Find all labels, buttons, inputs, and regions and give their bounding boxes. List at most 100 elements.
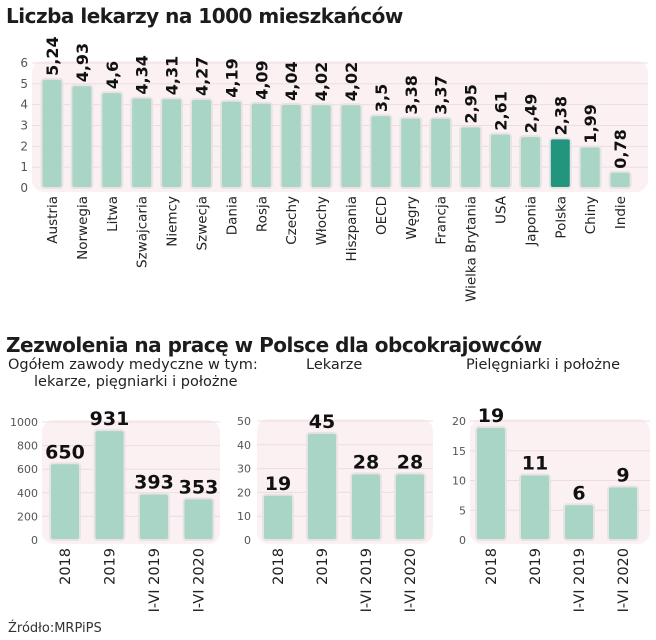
value-label: 28	[353, 451, 379, 473]
bar-i-vi-2019	[350, 472, 382, 541]
category-label: Polska	[553, 196, 569, 239]
value-label: 4,09	[252, 60, 271, 99]
y-tick-label: 0	[244, 534, 251, 547]
bar-2019	[93, 429, 126, 541]
value-label: 3,37	[432, 75, 451, 114]
bar-2019	[519, 473, 551, 541]
bar-norwegia	[70, 84, 94, 189]
category-label: 2019	[528, 548, 544, 585]
bar-2018	[49, 462, 81, 541]
value-label: 28	[397, 451, 423, 473]
value-label: 931	[90, 408, 130, 430]
y-tick-label: 50	[237, 415, 251, 428]
category-label: I-VI 2019	[359, 548, 375, 612]
bar-szwajcaria	[130, 96, 154, 189]
category-label: Wielka Brytania	[464, 196, 480, 302]
bar-austria	[40, 77, 64, 189]
y-tick-label: 6	[20, 56, 28, 70]
value-label: 2,61	[492, 91, 511, 130]
category-label: 2019	[103, 548, 119, 585]
y-tick-label: 1000	[10, 416, 38, 429]
value-label: 4,04	[282, 61, 301, 100]
panel1-subtitle-line1: Ogółem zawody medyczne w tym:	[8, 357, 258, 373]
value-label: 2,38	[551, 96, 570, 135]
category-label: Czechy	[284, 196, 300, 245]
bar-japonia	[518, 135, 542, 189]
y-tick-label: 0	[459, 534, 466, 547]
value-label: 45	[309, 411, 335, 433]
category-label: 2019	[315, 548, 331, 585]
bar-francja	[429, 116, 453, 189]
value-label: 3,38	[402, 75, 421, 114]
y-tick-label: 5	[20, 77, 28, 91]
category-label: Szwajcaria	[135, 196, 151, 268]
category-label: I-VI 2020	[403, 548, 419, 612]
plot-background	[42, 420, 220, 544]
value-label: 6	[572, 482, 585, 504]
bar-polska	[548, 137, 572, 190]
y-tick-label: 10	[452, 475, 466, 488]
bar-i-vi-2020	[182, 497, 215, 542]
source-note: Źródło:MRPiPS	[8, 621, 102, 636]
value-label: 9	[616, 464, 629, 486]
y-tick-label: 600	[17, 463, 38, 476]
chart-2: 0 200 400 600 800 1000 650 2018 931 2019 393 I-VI 2…	[10, 408, 220, 612]
category-label: Węgry	[404, 196, 420, 240]
value-label: 4,34	[133, 55, 152, 94]
plot-background	[257, 419, 433, 544]
bar-i-vi-2020	[394, 472, 426, 541]
y-tick-label: 15	[452, 445, 466, 458]
value-label: 4,02	[342, 62, 361, 101]
bar-włochy	[309, 103, 333, 189]
y-tick-label: 20	[452, 415, 466, 428]
category-label: 2018	[271, 548, 287, 585]
value-label: 1,99	[581, 104, 600, 143]
chart-1: 0 1 2 3 4 5 6 5,24 Austria 4,93 Norwegia 4,6 Litwa 4,…	[20, 36, 648, 302]
bar-dania	[219, 99, 243, 189]
value-label: 4,31	[163, 56, 182, 95]
value-label: 4,93	[73, 43, 92, 82]
value-label: 19	[478, 405, 504, 427]
bar-i-vi-2019	[138, 492, 170, 542]
category-label: Norwegia	[75, 196, 91, 260]
category-label: Niemcy	[165, 196, 181, 247]
category-label: OECD	[374, 196, 390, 235]
second-section-title: Zezwolenia na pracę w Polsce dla obcokra…	[6, 333, 542, 357]
bar-czechy	[279, 102, 303, 189]
y-tick-label: 1	[20, 160, 28, 174]
category-label: Francja	[434, 196, 450, 245]
category-label: Rosja	[254, 196, 270, 232]
category-label: I-VI 2020	[616, 548, 632, 612]
value-label: 11	[522, 453, 548, 475]
y-tick-label: 4	[20, 98, 28, 112]
value-label: 4,02	[312, 62, 331, 101]
y-tick-label: 30	[237, 463, 251, 476]
y-tick-label: 800	[17, 440, 38, 453]
y-tick-label: 0	[31, 534, 38, 547]
bar-niemcy	[160, 97, 184, 189]
value-label: 650	[45, 441, 85, 463]
main-chart-title: Liczba lekarzy na 1000 mieszkańców	[6, 4, 403, 28]
bar-szwecja	[190, 98, 213, 189]
panel3-subtitle: Pielęgniarki i położne	[466, 357, 621, 373]
bar-wielka-brytania	[459, 125, 483, 189]
value-label: 393	[134, 472, 174, 494]
category-label: Litwa	[105, 196, 121, 232]
category-label: Szwecja	[195, 196, 211, 250]
value-label: 4,19	[222, 58, 241, 97]
y-tick-label: 3	[20, 119, 28, 133]
value-label: 2,49	[521, 94, 540, 133]
category-label: Japonia	[523, 196, 539, 247]
y-tick-label: 20	[237, 486, 251, 499]
value-label: 353	[179, 476, 219, 498]
value-label: 2,95	[462, 84, 481, 123]
bar-rosja	[249, 101, 273, 189]
y-tick-label: 0	[20, 181, 28, 195]
panel1-subtitle-line2: lekarze, pięgniarki i położne	[34, 374, 238, 390]
y-tick-label: 200	[17, 510, 38, 523]
y-tick-label: 40	[237, 439, 251, 452]
category-label: USA	[494, 195, 510, 224]
value-label: 19	[265, 473, 291, 495]
